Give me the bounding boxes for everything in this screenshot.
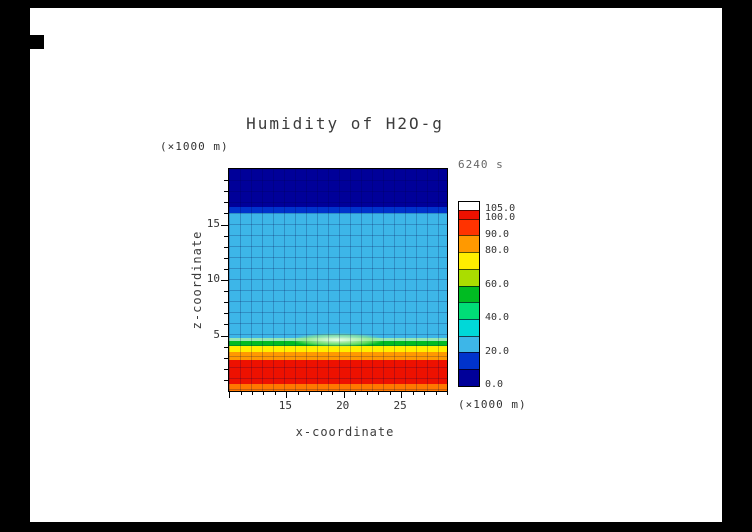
- colorbar-segment: [459, 318, 479, 336]
- x-tick: [435, 391, 437, 395]
- plot-canvas: Humidity of H2O-g (×1000 m) 6240 s 15 20 2…: [30, 8, 722, 522]
- field-band-mid-level-layer: [229, 212, 447, 338]
- chart-title: Humidity of H2O-g: [246, 114, 444, 133]
- field-band-orange-layer: [229, 352, 447, 361]
- x-tick: [401, 391, 403, 398]
- colorbar-label: 60.0: [485, 278, 510, 290]
- y-tick: [221, 335, 228, 337]
- y-tick: [221, 280, 228, 281]
- y-tick: [224, 291, 228, 293]
- x-tick: [378, 391, 380, 395]
- x-tick: [343, 391, 345, 398]
- x-tick: [297, 391, 299, 395]
- x-tick-label: 25: [393, 399, 407, 412]
- x-tick-label: 15: [278, 399, 293, 412]
- colorbar-segment: [459, 235, 479, 253]
- y-tick: [224, 191, 228, 193]
- colorbar-label: 90.0: [485, 228, 510, 240]
- colorbar-segment: [459, 210, 479, 219]
- colorbar-label: 100.0: [485, 211, 516, 223]
- field-band-surface-moist-layer: [229, 360, 447, 385]
- colorbar-label: 0.0: [485, 379, 504, 390]
- x-tick: [355, 391, 357, 395]
- colorbar-label: 40.0: [485, 312, 510, 324]
- y-tick-label: 15: [206, 216, 220, 230]
- heatmap-field: [229, 169, 447, 391]
- y-axis-unit-label: (×1000 m): [160, 140, 229, 153]
- x-tick-label: 20: [336, 399, 350, 412]
- x-tick: [424, 391, 426, 395]
- y-tick: [224, 202, 228, 204]
- colorbar-segment: [459, 368, 479, 386]
- x-tick: [447, 391, 448, 395]
- colorbar-segment: [459, 252, 479, 269]
- x-tick: [286, 391, 288, 398]
- y-tick: [224, 213, 228, 215]
- page-marker: [30, 35, 44, 49]
- colorbar-segment: [459, 335, 479, 353]
- y-tick: [224, 379, 228, 381]
- y-tick-label: 5: [213, 327, 220, 341]
- y-tick: [221, 224, 228, 226]
- x-axis-title: x-coordinate: [295, 425, 395, 439]
- colorbar-labels: 105.0 100.0 90.0 80.0 60.0 40.0 20.0 0.0: [485, 201, 529, 390]
- y-tick: [224, 346, 228, 348]
- y-tick: [224, 313, 228, 315]
- field-band-yellow-layer: [229, 346, 447, 353]
- y-tick: [224, 357, 228, 359]
- x-tick: [332, 391, 334, 395]
- y-tick: [224, 246, 228, 248]
- y-tick: [224, 368, 228, 370]
- y-tick: [224, 180, 228, 182]
- heatmap-plot: [221, 168, 448, 398]
- y-tick-label: 10: [206, 272, 220, 285]
- y-axis-title: z-coordinate: [190, 230, 204, 330]
- x-tick: [263, 391, 265, 395]
- y-tick: [224, 268, 228, 270]
- x-tick: [229, 391, 230, 398]
- colorbar-segment: [459, 285, 479, 303]
- x-tick: [309, 391, 311, 395]
- y-tick: [224, 302, 228, 304]
- x-tick: [240, 391, 242, 395]
- colorbar-label: 20.0: [485, 345, 510, 357]
- x-axis-unit-label: (×1000 m): [458, 398, 527, 411]
- colorbar-segment: [459, 302, 479, 319]
- x-tick: [412, 391, 414, 395]
- time-label: 6240 s: [458, 158, 504, 171]
- field-band-upper-dry-layer: [229, 169, 447, 207]
- colorbar-label: 105.0: [485, 203, 516, 215]
- colorbar: [458, 201, 480, 387]
- y-tick: [224, 324, 228, 326]
- x-tick: [366, 391, 368, 395]
- grid-overlay: [229, 169, 447, 391]
- colorbar-segment: [459, 202, 479, 211]
- x-tick: [320, 391, 322, 395]
- x-tick: [251, 391, 253, 395]
- x-tick: [389, 391, 391, 395]
- y-tick: [224, 257, 228, 259]
- colorbar-segment: [459, 218, 479, 236]
- field-band-surface-edge: [229, 384, 447, 391]
- field-band-upper-transition: [229, 206, 447, 213]
- colorbar-segment: [459, 352, 479, 369]
- contour-bump: [278, 331, 398, 349]
- y-tick: [224, 235, 228, 237]
- colorbar-segment: [459, 268, 479, 286]
- x-tick: [274, 391, 276, 395]
- colorbar-label: 80.0: [485, 245, 510, 257]
